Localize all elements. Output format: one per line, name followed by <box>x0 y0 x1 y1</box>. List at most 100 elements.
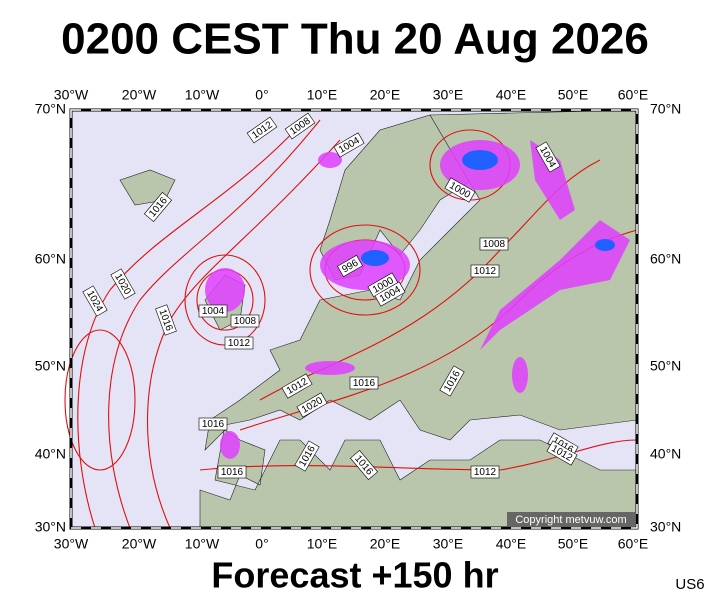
lon-label-bottom: 50°E <box>558 536 589 552</box>
isobar-label: 1008 <box>479 237 509 251</box>
isobar-label: 1016 <box>198 417 228 431</box>
isobar-label-box <box>296 392 328 418</box>
lon-label-top: 10°E <box>307 87 338 103</box>
isobar-label-box <box>546 440 578 466</box>
lon-label-bottom: 30°E <box>433 536 464 552</box>
lon-label-bottom: 20°W <box>122 536 157 552</box>
isobar-label-box <box>374 281 406 307</box>
isobar-label-text: 1012 <box>228 338 251 349</box>
isobar-label-box <box>198 417 228 431</box>
lat-label-right: 70°N <box>650 101 681 117</box>
lon-label-bottom: 0° <box>255 536 268 552</box>
rain <box>530 140 575 220</box>
isobar-label-box <box>284 112 316 140</box>
rain <box>220 431 240 459</box>
isobar-label: 1012 <box>224 336 254 350</box>
isobar-label: 1004 <box>198 304 228 318</box>
lon-label-top: 60°E <box>618 87 649 103</box>
lat-label-left: 60°N <box>35 251 66 267</box>
lat-label-left: 40°N <box>35 446 66 462</box>
isobar <box>77 124 301 529</box>
isobar-label-box <box>349 376 379 390</box>
isobar-label-text: 1008 <box>483 239 506 250</box>
axes: 30°W 30°W 20°W 20°W 10°W 10°W 0° 0° 10°E 10°E 20°E… <box>35 87 682 552</box>
heavy-precipitation <box>361 150 615 266</box>
lat-label-left: 70°N <box>35 101 66 117</box>
isobar-label-text: 1008 <box>234 316 257 327</box>
isobar-label-box <box>294 440 320 472</box>
footer: Forecast +150 hr <box>211 555 498 596</box>
isobar-label-box <box>333 132 365 158</box>
isobar-label-text: 1016 <box>353 378 376 389</box>
isobar-label-box <box>217 465 247 479</box>
isobar-label-box <box>479 237 509 251</box>
isobar-label-box <box>155 304 177 336</box>
isobar-label-box <box>349 449 379 481</box>
isobar <box>199 439 638 471</box>
lon-label-bottom: 10°E <box>307 536 338 552</box>
rain <box>305 361 355 375</box>
copyright: Copyright metvuw.com <box>515 514 626 526</box>
lon-label-top: 0° <box>255 87 268 103</box>
lat-label-right: 60°N <box>650 251 681 267</box>
isobar <box>108 119 321 529</box>
lon-label-top: 20°E <box>370 87 401 103</box>
isobar-label-box <box>470 465 500 479</box>
isobar-label: 1016 <box>217 465 247 479</box>
isobar-label-text: 1004 <box>202 306 225 317</box>
lon-label-bottom: 20°E <box>370 536 401 552</box>
lon-label-top: 30°E <box>433 87 464 103</box>
lon-label-top: 30°W <box>54 87 89 103</box>
rain <box>462 150 498 170</box>
lat-label-left: 30°N <box>35 519 66 535</box>
isobar-label-box <box>337 254 363 278</box>
rain <box>595 239 615 251</box>
lat-label-right: 40°N <box>650 446 681 462</box>
lat-label-right: 50°N <box>650 358 681 374</box>
lon-label-top: 40°E <box>496 87 527 103</box>
isobar-label-box <box>535 141 561 173</box>
lon-label-bottom: 30°W <box>54 536 89 552</box>
isobar-label-box <box>246 116 278 144</box>
model-code: US6 <box>675 576 704 593</box>
isobar-label-text: 1016 <box>202 419 225 430</box>
copyright-box <box>507 512 635 526</box>
rain <box>361 250 389 266</box>
lon-label-top: 50°E <box>558 87 589 103</box>
isobar-label-box <box>230 314 260 328</box>
isobar-label-box <box>82 285 108 317</box>
lon-label-bottom: 40°E <box>496 536 527 552</box>
isobar-label-text: 1012 <box>474 467 497 478</box>
lat-label-right: 30°N <box>650 519 681 535</box>
isobar-label: 1012 <box>470 465 500 479</box>
isobar <box>64 329 136 471</box>
isobar-label: 1008 <box>230 314 260 328</box>
lon-label-bottom: 60°E <box>618 536 649 552</box>
isobar-label-box <box>143 191 173 223</box>
isobar-label-text: 1012 <box>474 266 497 277</box>
isobar-label-box <box>281 373 313 399</box>
frame-dash <box>70 109 638 529</box>
isobar-label-text: 1016 <box>221 467 244 478</box>
isobar-label-box <box>224 336 254 350</box>
rain <box>205 268 245 312</box>
lon-label-bottom: 10°W <box>185 536 220 552</box>
isobar-label: 1016 <box>349 376 379 390</box>
title: 0200 CEST Thu 20 Aug 2026 <box>61 15 649 64</box>
isobar-label-box <box>198 304 228 318</box>
isobar <box>309 224 421 316</box>
lon-label-top: 10°W <box>185 87 220 103</box>
lon-label-top: 20°W <box>122 87 157 103</box>
lat-label-left: 50°N <box>35 358 66 374</box>
rain <box>318 152 342 168</box>
rain <box>480 220 630 350</box>
isobar-label-box <box>110 268 136 300</box>
isobar-label-box <box>439 365 465 397</box>
isobar-label-box <box>470 264 500 278</box>
rain <box>512 357 528 393</box>
isobar-label: 1012 <box>470 264 500 278</box>
isobar-label-box <box>444 177 476 203</box>
